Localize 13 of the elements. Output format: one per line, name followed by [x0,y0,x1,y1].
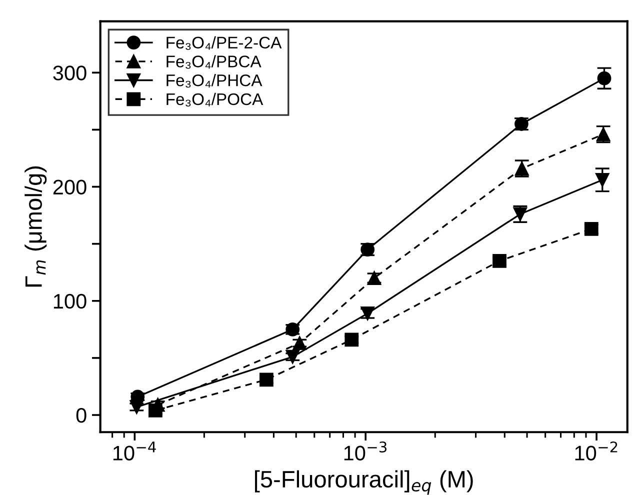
x-axis-title: [5-Fluorouracil]$_{eq}$ (M) [255,470,473,495]
y-axis-title: Γ$_{m}$ (μmol/g) [24,166,47,287]
x-tick-label: 10$^{−4}$ [113,442,156,460]
y-tick-label: 300 [53,66,86,80]
legend-label: Fe₃O₄/PE-2-CA [166,36,282,50]
y-tick-label: 0 [76,408,86,423]
legend-label: Fe₃O₄/PHCA [166,74,262,88]
x-tick-label: 10$^{−2}$ [575,441,618,460]
legend-label: Fe₃O₄/POCA [166,92,264,106]
y-tick-label: 100 [54,294,86,309]
x-tick-label: 10$^{−3}$ [344,441,386,460]
legend-label: Fe₃O₄/PBCA [166,55,262,69]
y-tick-label: 200 [53,180,86,195]
